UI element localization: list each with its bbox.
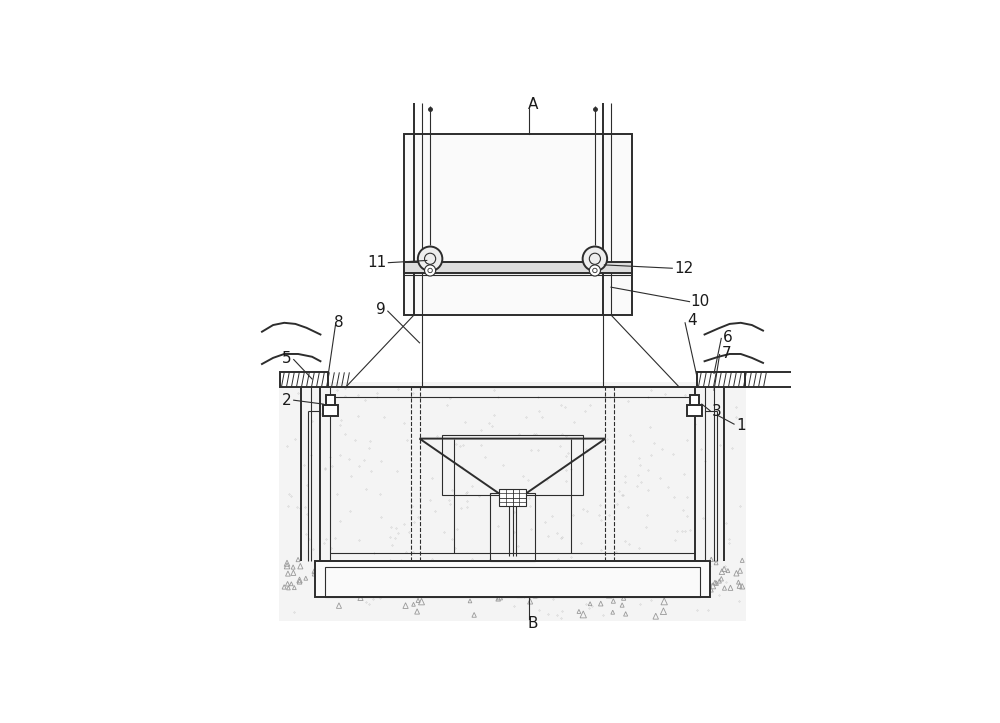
- Bar: [690, 395, 699, 405]
- Bar: [315, 561, 710, 597]
- Text: 6: 6: [723, 330, 733, 345]
- Bar: [280, 372, 328, 388]
- Text: 9: 9: [376, 302, 386, 317]
- Text: B: B: [528, 616, 538, 631]
- Bar: [325, 567, 700, 597]
- Bar: [323, 405, 338, 416]
- Bar: [697, 372, 745, 388]
- Text: A: A: [528, 97, 538, 112]
- Text: 4: 4: [687, 313, 696, 328]
- Text: 8: 8: [334, 315, 344, 330]
- Bar: [326, 395, 335, 405]
- Text: 7: 7: [722, 346, 731, 362]
- Circle shape: [418, 247, 442, 271]
- Bar: [697, 372, 800, 388]
- Text: 1: 1: [736, 418, 746, 433]
- Text: 10: 10: [691, 294, 710, 309]
- Circle shape: [425, 265, 436, 276]
- Bar: [442, 435, 583, 495]
- Text: 5: 5: [282, 351, 291, 366]
- Bar: [490, 493, 535, 561]
- Text: 2: 2: [282, 393, 291, 408]
- Bar: [404, 262, 632, 273]
- Bar: [404, 134, 632, 315]
- Circle shape: [589, 265, 600, 276]
- Text: 12: 12: [675, 261, 694, 275]
- Bar: [499, 489, 526, 506]
- Circle shape: [583, 247, 607, 271]
- Text: 11: 11: [367, 254, 386, 270]
- Bar: [687, 405, 702, 416]
- Text: 3: 3: [712, 404, 722, 419]
- Polygon shape: [279, 382, 746, 621]
